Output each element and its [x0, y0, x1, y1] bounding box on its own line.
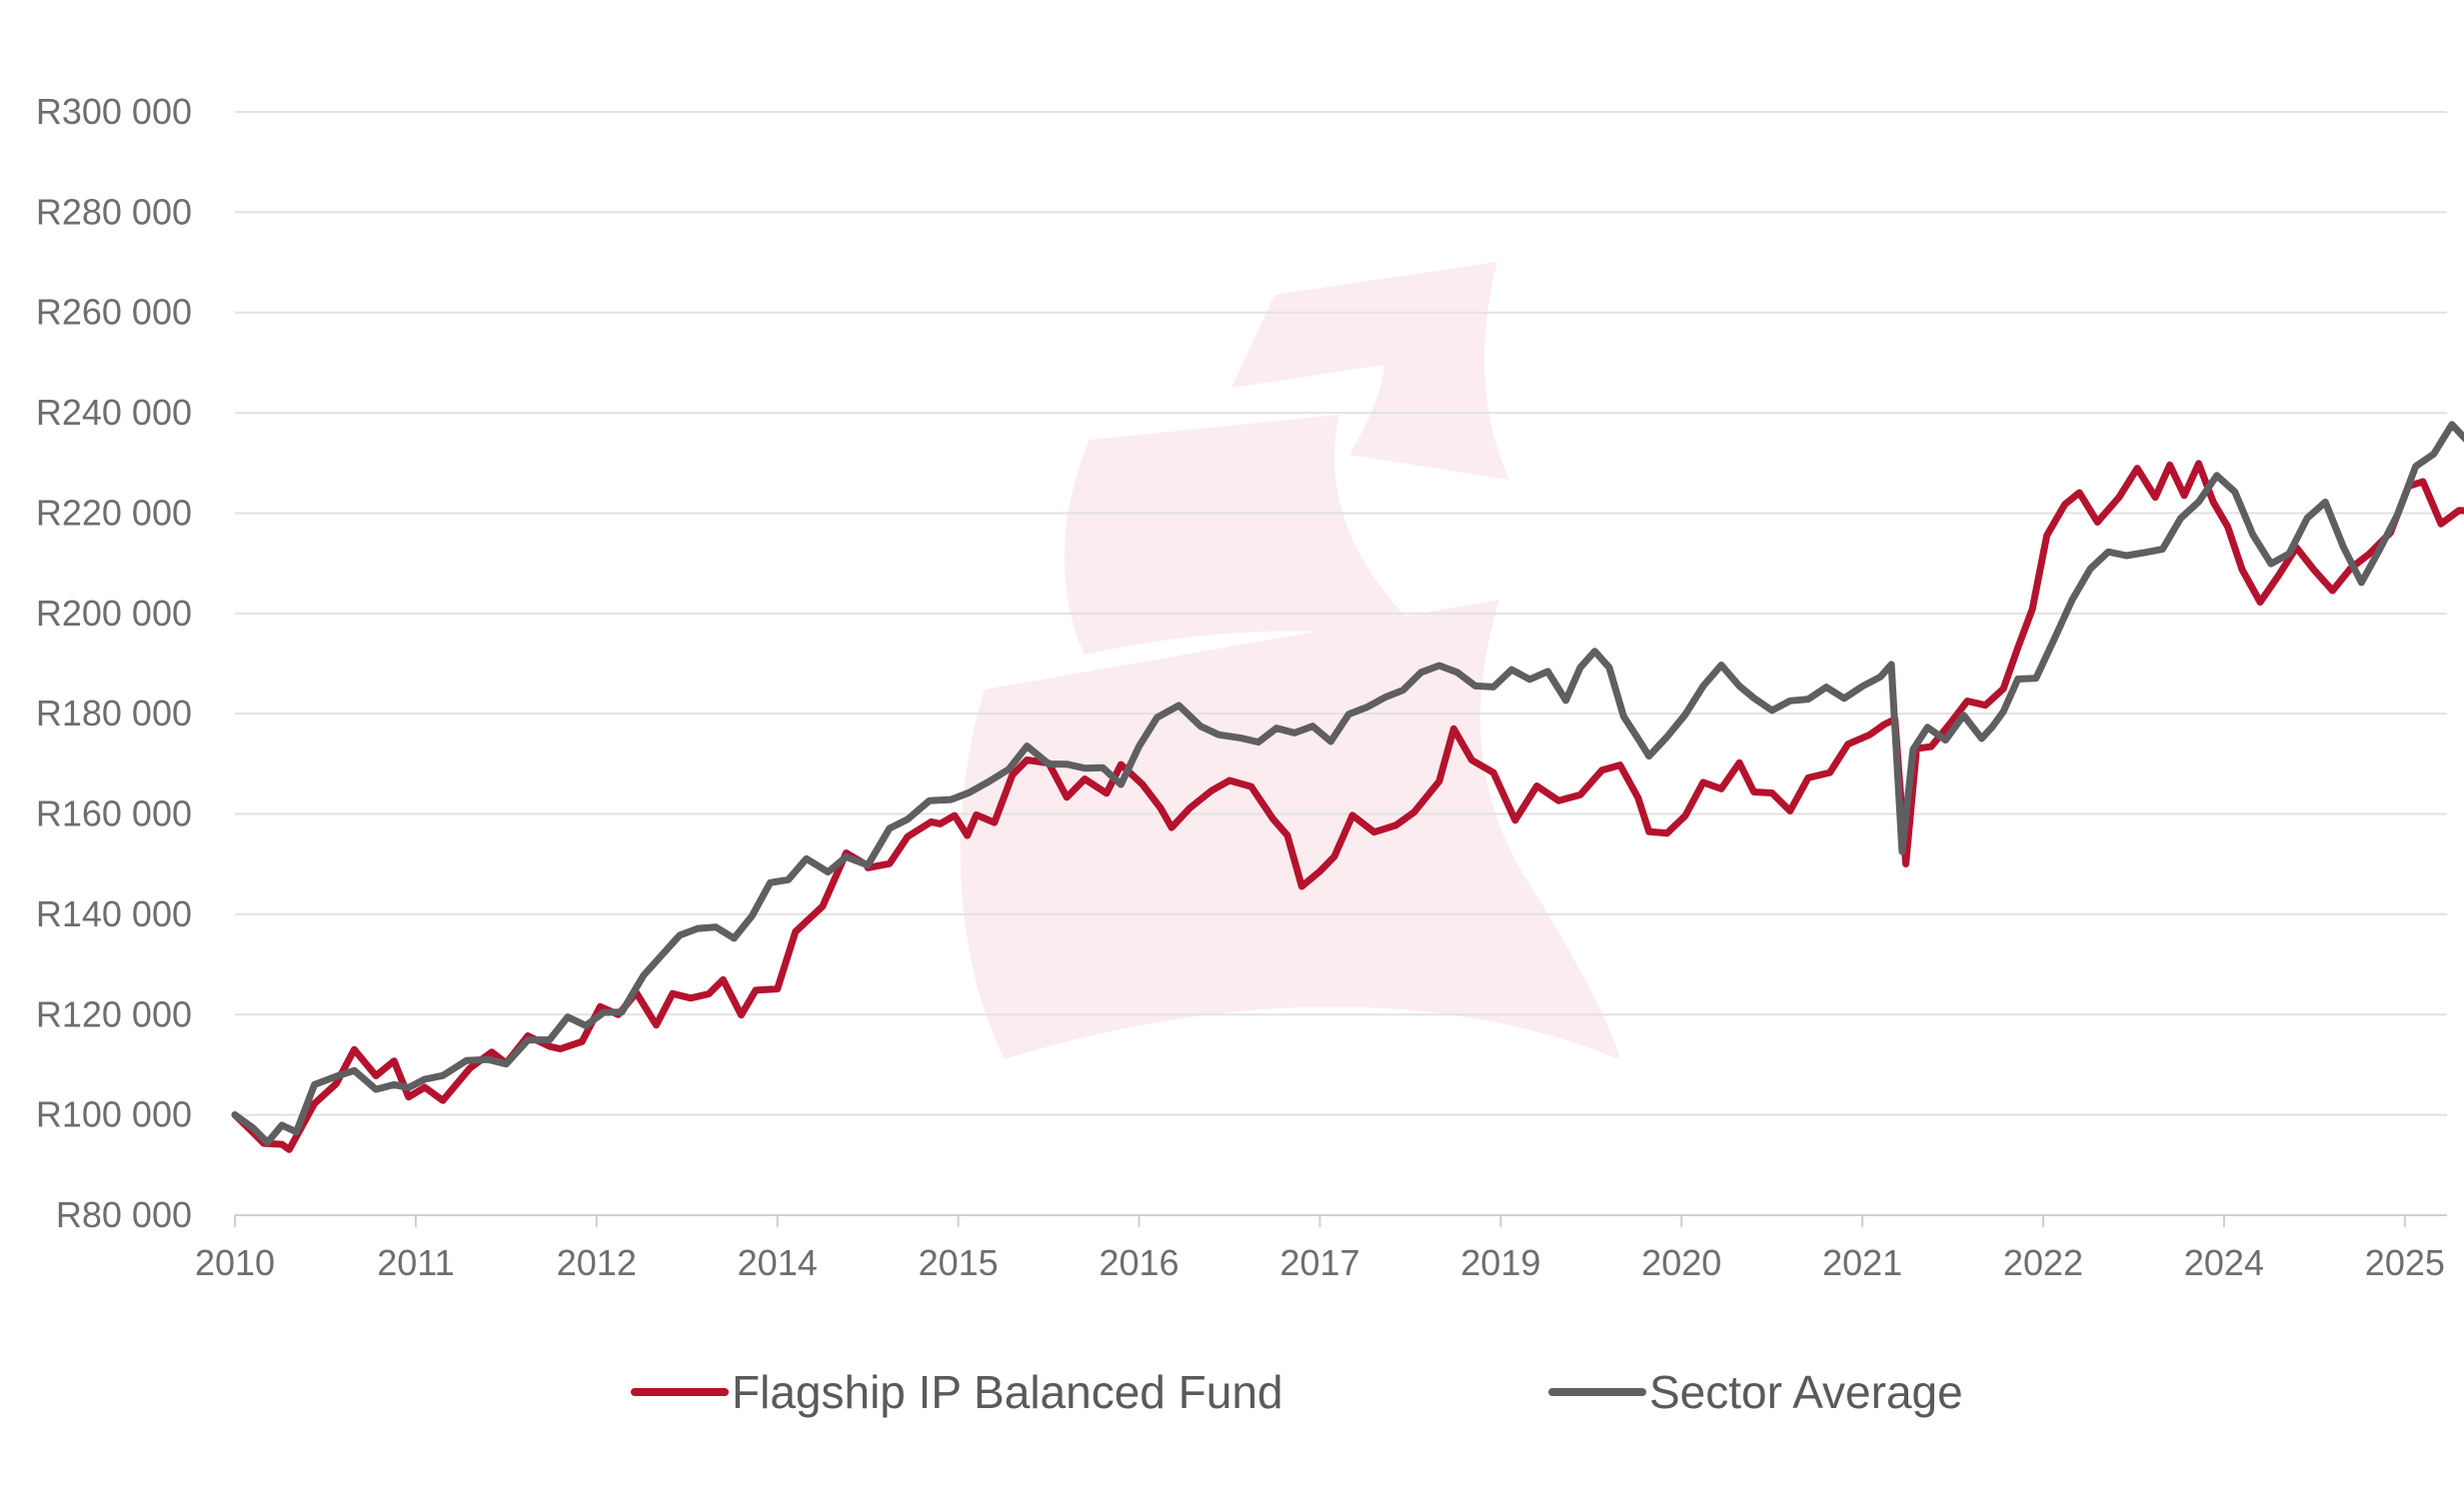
- x-tick-label: 2019: [1460, 1242, 1540, 1283]
- y-tick-label: R300 000: [36, 91, 192, 132]
- x-tick-label: 2025: [2365, 1242, 2445, 1283]
- y-tick-label: R80 000: [56, 1194, 192, 1235]
- y-tick-label: R200 000: [36, 593, 192, 634]
- y-tick-label: R260 000: [36, 292, 192, 333]
- x-tick-label: 2011: [377, 1242, 454, 1283]
- x-tick-label: 2014: [738, 1242, 818, 1283]
- series-line-fund: [231, 460, 2464, 1153]
- y-tick-label: R220 000: [36, 492, 192, 533]
- y-tick-label: R180 000: [36, 693, 192, 734]
- x-tick-label: 2024: [2184, 1242, 2264, 1283]
- legend-label: Sector Average: [1649, 1366, 1963, 1418]
- y-tick-label: R100 000: [36, 1094, 192, 1135]
- x-tick-label: 2022: [2003, 1242, 2083, 1283]
- series-line-sector: [231, 421, 2464, 1146]
- x-tick-label: 2010: [195, 1242, 275, 1283]
- y-tick-label: R160 000: [36, 793, 192, 834]
- x-tick-label: 2021: [1822, 1242, 1902, 1283]
- y-tick-label: R240 000: [36, 392, 192, 433]
- x-tick-label: 2017: [1279, 1242, 1359, 1283]
- y-tick-label: R280 000: [36, 191, 192, 232]
- legend-label: Flagship IP Balanced Fund: [732, 1366, 1283, 1418]
- y-tick-label: R140 000: [36, 893, 192, 934]
- sail-watermark-logo: [960, 262, 1619, 1059]
- x-tick-label: 2015: [919, 1242, 999, 1283]
- x-tick-label: 2012: [557, 1242, 637, 1283]
- y-tick-label: R120 000: [36, 993, 192, 1034]
- x-tick-label: 2020: [1641, 1242, 1721, 1283]
- x-tick-label: 2016: [1099, 1242, 1179, 1283]
